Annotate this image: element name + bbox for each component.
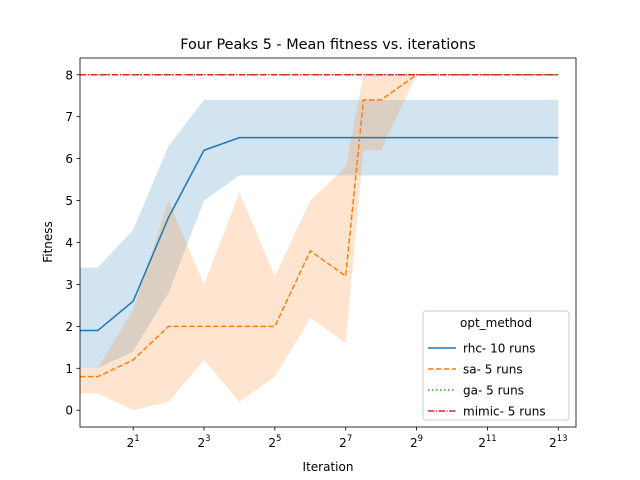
legend-label-mimic: mimic- 5 runs <box>463 405 546 419</box>
rhc-confidence-band <box>80 99 559 369</box>
legend-title: opt_method <box>460 316 532 330</box>
y-tick-label: 6 <box>65 152 73 166</box>
y-tick-label: 7 <box>65 110 73 124</box>
rhc-series-line <box>80 136 559 332</box>
y-axis-label: Fitness <box>41 221 55 263</box>
y-tick-label: 8 <box>65 68 73 82</box>
y-tick-label: 0 <box>65 404 73 418</box>
chart-title: Four Peaks 5 - Mean fitness vs. iteratio… <box>180 37 475 53</box>
y-axis-ticks: 0 1 2 3 4 5 6 7 8 <box>65 68 80 418</box>
y-tick-label: 3 <box>65 278 73 292</box>
sa-series-line <box>80 74 559 378</box>
legend-label-sa: sa- 5 runs <box>463 363 523 377</box>
y-tick-label: 5 <box>65 194 73 208</box>
x-axis-label: Iteration <box>303 460 354 474</box>
y-tick-label: 4 <box>65 236 73 250</box>
legend: opt_method rhc- 10 runs sa- 5 runs ga- 5 ru… <box>422 310 570 421</box>
y-tick-label: 2 <box>65 320 73 334</box>
legend-label-ga: ga- 5 runs <box>463 384 524 398</box>
legend-box <box>422 310 570 421</box>
series-lines <box>80 74 559 378</box>
y-tick-label: 1 <box>65 362 73 376</box>
legend-label-rhc: rhc- 10 runs <box>463 342 536 356</box>
